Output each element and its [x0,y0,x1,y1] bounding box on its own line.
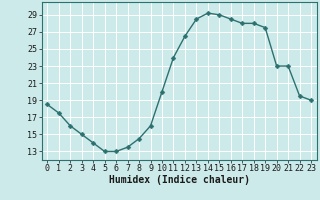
X-axis label: Humidex (Indice chaleur): Humidex (Indice chaleur) [109,175,250,185]
